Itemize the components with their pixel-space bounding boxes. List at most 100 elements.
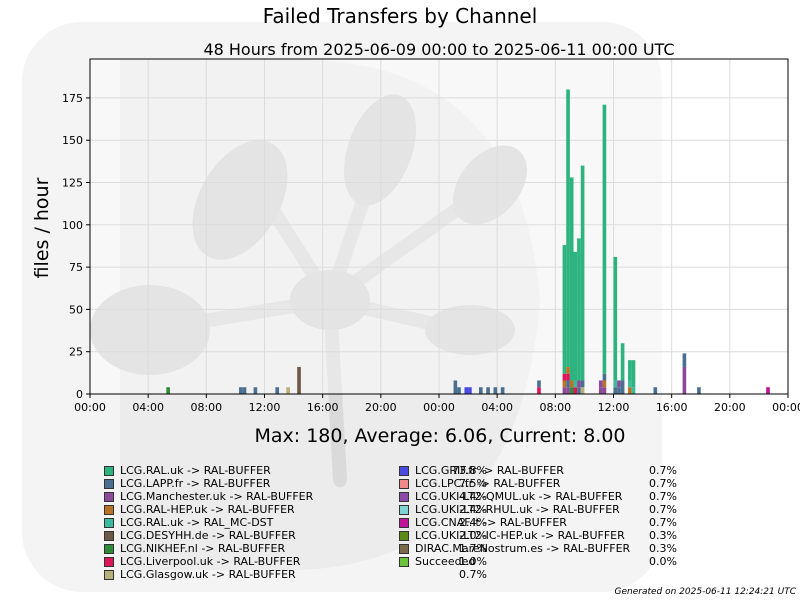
- bar-segment: [493, 387, 498, 394]
- bar-segment: [468, 387, 472, 394]
- bar-segment: [566, 89, 570, 367]
- x-tick-label: 00:00: [772, 401, 800, 414]
- legend-label: LCG.UKI-LT2-QMUL.uk -> RAL-BUFFER: [415, 490, 623, 503]
- x-tick-label: 12:00: [598, 401, 630, 414]
- bar-segment: [166, 387, 170, 394]
- bar-segment: [580, 380, 585, 388]
- legend-swatch: [399, 492, 409, 502]
- legend-swatch: [399, 518, 409, 528]
- bar-segment: [297, 366, 301, 394]
- legend-swatch: [104, 492, 114, 502]
- y-tick-label: 150: [62, 134, 83, 147]
- bar-segment: [286, 387, 290, 394]
- bar-segment: [566, 373, 570, 381]
- bar-segment: [602, 380, 607, 388]
- x-tick-label: 08:00: [539, 401, 571, 414]
- chart-subtitle: 48 Hours from 2025-06-09 00:00 to 2025-0…: [203, 40, 675, 59]
- bar-segment: [598, 380, 603, 388]
- bar-segment: [598, 387, 603, 394]
- generated-timestamp: Generated on 2025-06-11 12:24:21 UTC: [614, 587, 797, 597]
- legend-label: DIRAC.MareNostrum.es -> RAL-BUFFER: [415, 542, 631, 555]
- legend-swatch: [104, 466, 114, 476]
- legend-swatch: [104, 518, 114, 528]
- bar-segment: [653, 387, 658, 394]
- bar-segment: [766, 387, 770, 394]
- y-tick-label: 0: [76, 388, 83, 401]
- bar-segment: [562, 380, 567, 388]
- bar-segment: [682, 366, 687, 394]
- bar-segment: [457, 387, 461, 394]
- legend-swatch: [399, 544, 409, 554]
- x-tick-label: 00:00: [423, 401, 455, 414]
- x-tick-label: 16:00: [656, 401, 688, 414]
- bar-segment: [486, 387, 490, 394]
- y-tick-label: 100: [62, 219, 83, 232]
- bar-segment: [562, 245, 567, 374]
- bar-segment: [602, 373, 607, 381]
- x-tick-label: 00:00: [74, 401, 106, 414]
- legend-swatch: [399, 466, 409, 476]
- x-tick-label: 16:00: [307, 401, 339, 414]
- legend-percent: 1.7%: [459, 542, 487, 555]
- legend-label: LCG.Manchester.uk -> RAL-BUFFER: [120, 490, 314, 503]
- chart-grid: [89, 59, 789, 395]
- y-tick-label: 75: [69, 261, 83, 274]
- legend-label: LCG.RAL.uk -> RAL-BUFFER: [120, 464, 271, 477]
- bar-segment: [478, 387, 483, 394]
- x-tick-label: 12:00: [249, 401, 281, 414]
- bar-segment: [620, 380, 625, 394]
- legend-percent: 0.3%: [649, 542, 677, 555]
- x-tick-label: 20:00: [714, 401, 746, 414]
- bar-segment: [577, 387, 581, 394]
- legend-label: LCG.DESYHH.de -> RAL-BUFFER: [120, 529, 296, 542]
- legend-label: LCG.LPC.fr -> RAL-BUFFER: [415, 477, 561, 490]
- legend-label: LCG.NIKHEF.nl -> RAL-BUFFER: [120, 542, 286, 555]
- bar-segment: [566, 366, 570, 374]
- legend-percent: 2.0%: [459, 529, 487, 542]
- legend-percent: 7.5%: [459, 477, 487, 490]
- bar-segment: [620, 343, 625, 381]
- bar-segment: [253, 387, 258, 394]
- legend-label: LCG.Glasgow.uk -> RAL-BUFFER: [120, 568, 296, 581]
- bar-segment: [453, 380, 458, 394]
- bar-segment: [613, 380, 618, 388]
- bar-segment: [602, 387, 607, 394]
- bar-segment: [573, 387, 578, 394]
- bar-segment: [464, 387, 469, 394]
- legend-percent: 2.4%: [459, 503, 487, 516]
- bar-segment: [617, 387, 621, 394]
- legend-swatch: [104, 505, 114, 515]
- bar-segment: [628, 380, 632, 388]
- legend-swatch: [104, 570, 114, 580]
- legend-label: LCG.RAL.uk -> RAL_MC-DST: [120, 516, 274, 529]
- legend-swatch: [399, 505, 409, 515]
- x-tick-label: 04:00: [481, 401, 513, 414]
- legend-swatch: [399, 479, 409, 489]
- legend-label: LCG.RAL-HEP.uk -> RAL-BUFFER: [120, 503, 295, 516]
- y-axis-label: files / hour: [31, 177, 53, 279]
- legend-swatch: [104, 557, 114, 567]
- chart-title: Failed Transfers by Channel: [262, 4, 538, 28]
- bar-segment: [566, 387, 570, 394]
- x-tick-label: 04:00: [132, 401, 164, 414]
- bar-segment: [573, 251, 578, 381]
- bar-segment: [562, 387, 567, 394]
- bar-segment: [239, 387, 243, 394]
- bar-segment: [628, 387, 632, 394]
- bar-segment: [631, 387, 636, 394]
- bar-segment: [682, 353, 687, 367]
- legend-swatch: [104, 531, 114, 541]
- legend-percent: 0.0%: [649, 555, 677, 568]
- x-tick-label: 20:00: [365, 401, 397, 414]
- legend-label: LCG.Liverpool.uk -> RAL-BUFFER: [120, 555, 301, 568]
- bar-segment: [566, 380, 570, 388]
- bar-segment: [569, 380, 574, 388]
- y-tick-label: 25: [69, 346, 83, 359]
- legend-percent: 2.4%: [459, 516, 487, 529]
- bar-segment: [631, 360, 636, 388]
- bar-segment: [537, 387, 541, 394]
- legend-swatch: [104, 479, 114, 489]
- bar-segment: [613, 387, 618, 394]
- legend-swatch: [399, 531, 409, 541]
